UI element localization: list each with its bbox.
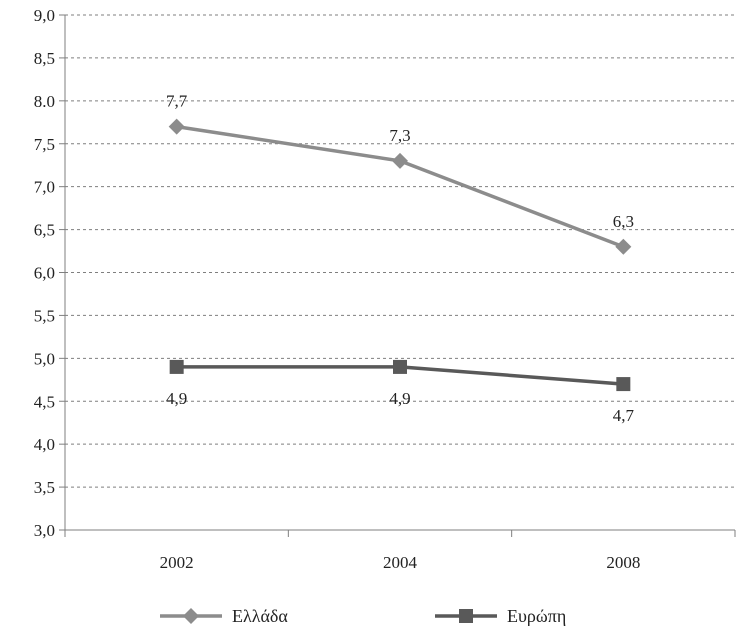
x-tick-label: 2008 bbox=[606, 553, 640, 572]
data-point-europe bbox=[393, 359, 407, 374]
y-tick-label: 5,5 bbox=[34, 306, 55, 325]
y-tick-label: 6,0 bbox=[34, 264, 55, 283]
y-tick-label: 7,0 bbox=[34, 178, 55, 197]
y-tick-label: 4,0 bbox=[34, 435, 55, 454]
data-label-greece: 6,3 bbox=[613, 212, 634, 231]
data-point-greece bbox=[615, 238, 632, 255]
legend: Ελλάδα Ευρώπη bbox=[160, 606, 566, 626]
data-point-europe bbox=[169, 359, 184, 374]
gridlines bbox=[65, 14, 735, 488]
x-tick-label: 2002 bbox=[160, 553, 194, 572]
y-tick-label: 9,0 bbox=[34, 6, 55, 25]
legend-marker-europe bbox=[459, 609, 473, 623]
data-label-greece: 7,3 bbox=[389, 126, 410, 145]
y-tick-label: 8.0 bbox=[34, 92, 55, 111]
y-tick-label: 6,5 bbox=[34, 221, 55, 240]
y-tick-label: 4,5 bbox=[34, 392, 55, 411]
data-point-greece bbox=[392, 152, 408, 169]
y-tick-label: 3,0 bbox=[34, 521, 55, 540]
data-point-greece bbox=[168, 118, 185, 135]
axes: 3,0 3,5 4,0 4,5 5,0 5,5 6,0 6,5 7,0 7,5 8.0 8,5 9,0 2… bbox=[34, 6, 736, 572]
y-tick-label: 7,5 bbox=[34, 135, 55, 154]
y-tick-label: 3,5 bbox=[34, 478, 55, 497]
series bbox=[168, 118, 632, 392]
legend-marker-greece bbox=[183, 608, 199, 624]
data-point-europe bbox=[616, 377, 631, 392]
y-tick-label: 8,5 bbox=[34, 49, 55, 68]
y-tick-label: 5,0 bbox=[34, 349, 55, 368]
data-label-europe: 4,9 bbox=[166, 389, 187, 408]
legend-label-greece: Ελλάδα bbox=[232, 606, 288, 626]
data-label-greece: 7,7 bbox=[166, 92, 188, 111]
data-label-europe: 4,7 bbox=[613, 406, 635, 425]
legend-label-europe: Ευρώπη bbox=[507, 606, 566, 626]
x-tick-label: 2004 bbox=[383, 553, 418, 572]
data-labels: 7,7 7,3 6,3 4,9 4,9 4,7 bbox=[166, 92, 634, 426]
data-label-europe: 4,9 bbox=[389, 389, 410, 408]
